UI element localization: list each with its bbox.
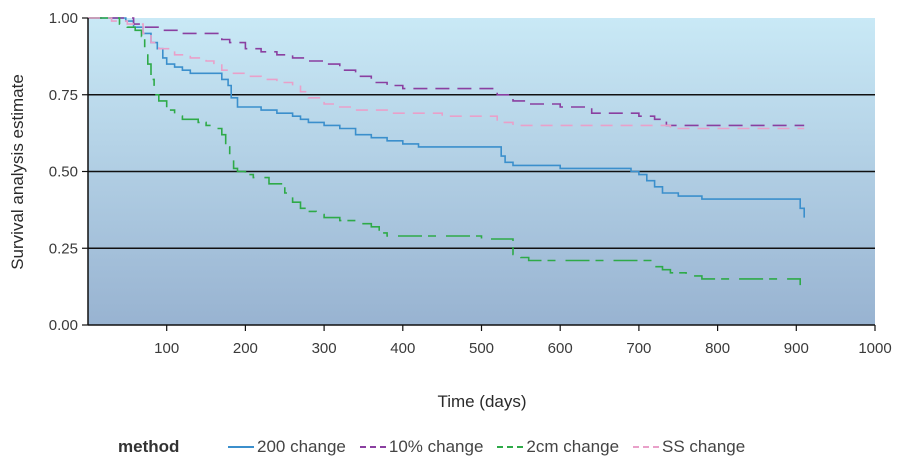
y-tick-label-3: 0.75 xyxy=(49,87,78,104)
x-tick-label-6: 700 xyxy=(626,340,651,357)
y-tick-label-0: 0.00 xyxy=(49,317,78,334)
legend-label-1: 10% change xyxy=(388,437,484,456)
legend-entry-2: 2cm change xyxy=(497,437,619,457)
legend-label-0: 200 change xyxy=(257,437,346,456)
x-tick-label-9: 1000 xyxy=(858,340,891,357)
legend-swatch-1 xyxy=(359,446,386,448)
y-tick-label-1: 0.25 xyxy=(49,240,78,257)
series-layer xyxy=(88,17,805,286)
legend-swatch-3 xyxy=(633,446,660,448)
y-axis-title: Survival analysis estimate xyxy=(8,74,27,270)
x-tick-label-3: 400 xyxy=(390,340,415,357)
y-tick-label-4: 1.00 xyxy=(49,10,78,27)
legend: method 200 change 10% change 2cm change SS … xyxy=(118,436,759,458)
legend-entry-1: 10% change xyxy=(359,437,484,457)
x-tick-label-8: 900 xyxy=(784,340,809,357)
series-line-3 xyxy=(88,17,805,130)
legend-entry-0: 200 change xyxy=(228,437,346,457)
series-line-0 xyxy=(88,17,805,218)
tick-labels: 100 200 300 400 500 600 700 800 900 1000 0.00 0.25 0… xyxy=(49,10,892,357)
legend-swatch-0 xyxy=(228,446,254,448)
x-tick-label-1: 200 xyxy=(233,340,258,357)
x-tick-label-0: 100 xyxy=(154,340,179,357)
legend-swatch-2 xyxy=(497,446,524,448)
axes xyxy=(82,17,876,331)
y-tick-label-2: 0.50 xyxy=(49,164,78,181)
legend-title: method xyxy=(118,437,180,456)
x-axis-title: Time (days) xyxy=(437,392,526,411)
x-tick-label-4: 500 xyxy=(469,340,494,357)
x-tick-label-2: 300 xyxy=(312,340,337,357)
legend-label-3: SS change xyxy=(662,437,746,456)
gridlines xyxy=(88,94,875,249)
x-tick-label-5: 600 xyxy=(548,340,573,357)
series-line-1 xyxy=(88,17,805,127)
x-tick-label-7: 800 xyxy=(705,340,730,357)
legend-entry-3: SS change xyxy=(633,437,745,457)
legend-label-2: 2cm change xyxy=(526,437,620,456)
